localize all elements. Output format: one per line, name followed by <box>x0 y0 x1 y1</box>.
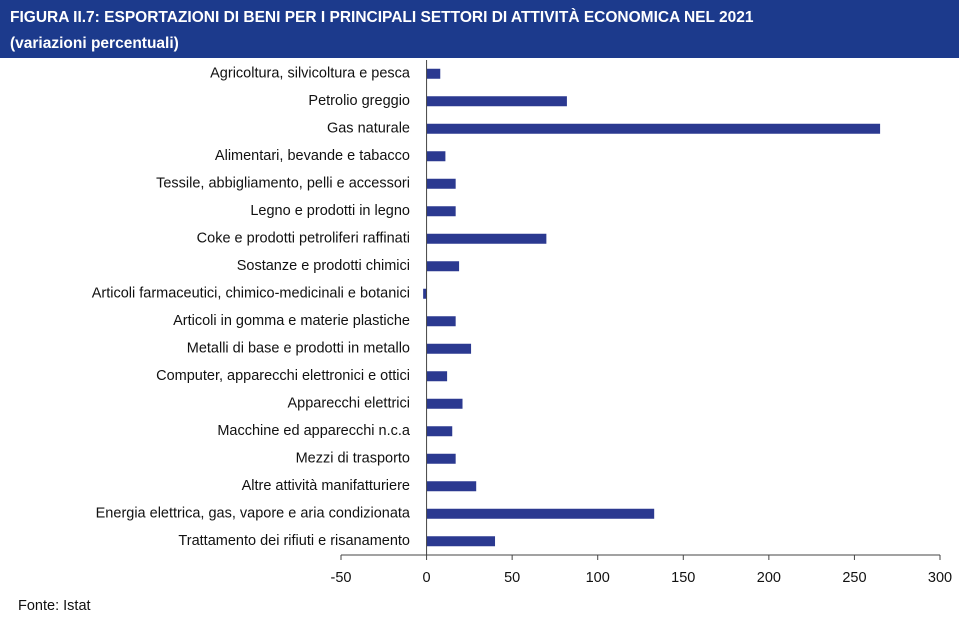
y-tick-label: Articoli in gomma e materie plastiche <box>173 313 410 329</box>
y-tick-label: Macchine ed apparecchi n.c.a <box>217 423 411 439</box>
x-tick-label: 0 <box>423 570 431 586</box>
bar <box>426 398 463 409</box>
title-band <box>0 0 959 58</box>
x-tick-label: 100 <box>586 570 610 586</box>
bar <box>426 508 655 519</box>
bar <box>426 151 446 162</box>
bar <box>426 316 456 327</box>
chart-title: FIGURA II.7: ESPORTAZIONI DI BENI PER I … <box>10 9 754 26</box>
bar <box>426 481 477 492</box>
y-tick-label: Legno e prodotti in legno <box>250 203 410 219</box>
bar <box>426 96 567 107</box>
y-tick-label: Coke e prodotti petroliferi raffinati <box>197 231 410 247</box>
bar <box>426 123 881 134</box>
y-tick-label: Energia elettrica, gas, vapore e aria co… <box>96 506 411 522</box>
bar <box>426 261 460 272</box>
y-tick-label: Petrolio greggio <box>308 93 410 109</box>
y-tick-label: Sostanze e prodotti chimici <box>237 258 410 274</box>
bar <box>426 536 496 547</box>
bar <box>423 288 427 299</box>
y-tick-label: Gas naturale <box>327 121 410 137</box>
bar <box>426 68 441 79</box>
y-tick-label: Computer, apparecchi elettronici e ottic… <box>156 368 410 384</box>
bar <box>426 178 456 189</box>
y-tick-label: Tessile, abbigliamento, pelli e accessor… <box>156 176 410 192</box>
y-tick-label: Altre attività manifatturiere <box>242 478 410 494</box>
bar <box>426 206 456 217</box>
y-tick-label: Metalli di base e prodotti in metallo <box>187 341 410 357</box>
bar <box>426 233 547 244</box>
x-tick-label: 300 <box>928 570 952 586</box>
y-tick-label: Agricoltura, silvicoltura e pesca <box>210 66 411 82</box>
y-tick-label: Articoli farmaceutici, chimico-medicinal… <box>92 286 410 302</box>
y-tick-label: Trattamento dei rifiuti e risanamento <box>178 533 410 549</box>
x-tick-label: 250 <box>842 570 866 586</box>
chart-subtitle: (variazioni percentuali) <box>10 35 179 52</box>
bar <box>426 453 456 464</box>
bar <box>426 426 453 437</box>
x-tick-label: 50 <box>504 570 520 586</box>
x-tick-label: -50 <box>331 570 352 586</box>
x-tick-label: 200 <box>757 570 781 586</box>
y-tick-label: Apparecchi elettrici <box>288 396 411 412</box>
y-tick-label: Mezzi di trasporto <box>296 451 410 467</box>
x-tick-label: 150 <box>671 570 695 586</box>
bar <box>426 371 448 382</box>
source: Fonte: Istat <box>18 598 91 614</box>
bar <box>426 343 472 354</box>
y-tick-label: Alimentari, bevande e tabacco <box>215 148 410 164</box>
